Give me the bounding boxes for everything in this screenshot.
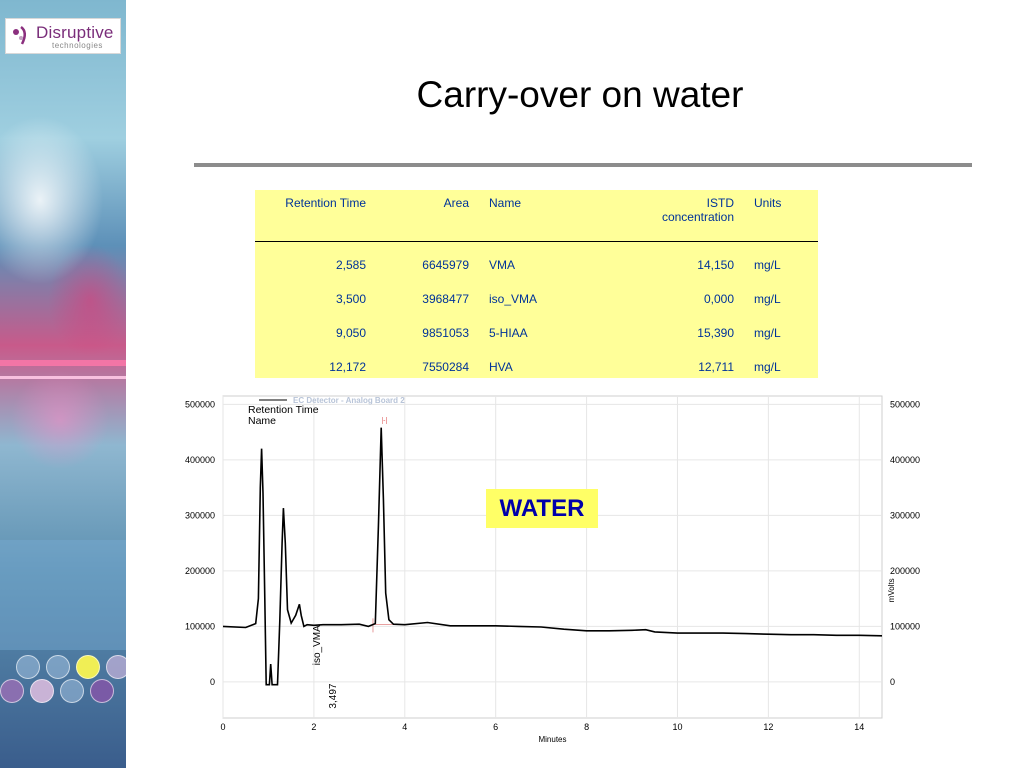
cell-area: 6645979 <box>422 258 469 272</box>
y-tick-label-left: 200000 <box>185 566 215 576</box>
y-tick-label-right: 300000 <box>890 510 920 520</box>
side-decoration-image <box>0 0 126 768</box>
y-tick-label-left: 400000 <box>185 455 215 465</box>
x-tick-label: 12 <box>763 722 773 732</box>
logo-name: Disruptive <box>36 23 114 42</box>
cell-area: 3968477 <box>422 292 469 306</box>
decor-dot <box>76 655 100 679</box>
cell-name: iso_VMA <box>489 292 538 306</box>
cell-istd-concentration: 14,150 <box>697 258 734 272</box>
cell-retention-time: 2,585 <box>335 258 366 272</box>
y-tick-label-right: 100000 <box>890 621 920 631</box>
table-header-row: Retention Time Area Name ISTD concentrat… <box>255 190 818 242</box>
logo-icon <box>13 25 26 45</box>
x-tick-label: 14 <box>854 722 864 732</box>
cell-units: mg/L <box>754 360 781 374</box>
cell-istd-concentration: 12,711 <box>698 360 734 374</box>
x-tick-label: 8 <box>584 722 589 732</box>
decor-stripe <box>0 376 126 379</box>
header-istd-concentration: ISTD concentration <box>661 196 734 224</box>
header-name: Name <box>489 196 522 210</box>
cell-istd-concentration: 15,390 <box>697 326 734 340</box>
x-tick-label: 4 <box>402 722 407 732</box>
title-divider <box>194 163 972 167</box>
table-row: 12,172 7550284 HVA 12,711 mg/L <box>255 350 818 384</box>
cell-units: mg/L <box>754 326 781 340</box>
results-table: Retention Time Area Name ISTD concentrat… <box>255 190 818 384</box>
decor-stripe <box>0 540 126 650</box>
cell-units: mg/L <box>754 258 781 272</box>
decor-stripe <box>0 360 126 366</box>
decor-dot <box>90 679 114 703</box>
slide-title: Carry-over on water <box>416 74 744 115</box>
decor-dot <box>60 679 84 703</box>
cell-name: HVA <box>489 360 513 374</box>
legend-title: EC Detector - Analog Board 2 <box>293 396 405 405</box>
cell-istd-concentration: 0,000 <box>703 292 734 306</box>
chromatogram-trace <box>222 427 883 686</box>
results-table-panel: Retention Time Area Name ISTD concentrat… <box>255 190 818 378</box>
y-tick-label-right: 0 <box>890 677 895 687</box>
decor-dot <box>30 679 54 703</box>
y-tick-label-right: 400000 <box>890 455 920 465</box>
cell-retention-time: 12,172 <box>329 360 366 374</box>
cell-name: 5-HIAA <box>489 326 528 340</box>
header-retention-time: Retention Time <box>285 196 366 210</box>
company-logo: Disruptive technologies <box>5 18 121 54</box>
y-tick-label-left: 0 <box>210 677 215 687</box>
table-row: 3,500 3968477 iso_VMA 0,000 mg/L <box>255 282 818 316</box>
cell-units: mg/L <box>754 292 781 306</box>
x-tick-label: 0 <box>220 722 225 732</box>
table-row: 9,050 9851053 5-HIAA 15,390 mg/L <box>255 316 818 350</box>
plot-area <box>222 395 883 719</box>
peak-top-marker: |-| <box>381 418 387 425</box>
decor-dot <box>46 655 70 679</box>
x-tick-label: 6 <box>493 722 498 732</box>
x-tick-label: 2 <box>311 722 316 732</box>
y-tick-label-right: 500000 <box>890 399 920 409</box>
logo-subtitle: technologies <box>52 41 103 50</box>
y-tick-label-left: 300000 <box>185 510 215 520</box>
y-tick-label-left: 500000 <box>185 399 215 409</box>
decor-dot <box>16 655 40 679</box>
peak-label-name: iso_VMA <box>312 625 323 665</box>
cell-area: 7550284 <box>422 360 469 374</box>
legend-line-name: Name <box>248 415 276 427</box>
y-tick-label-left: 100000 <box>185 621 215 631</box>
x-tick-label: 10 <box>672 722 682 732</box>
y-axis-label-right: mVolts <box>887 578 896 602</box>
header-units: Units <box>754 196 782 210</box>
legend-line-retention-time: Retention Time <box>248 404 319 416</box>
water-badge: WATER <box>486 489 598 528</box>
cell-name: VMA <box>489 258 516 272</box>
x-axis-label: Minutes <box>538 735 566 744</box>
header-area: Area <box>443 196 469 210</box>
decor-dots <box>0 655 126 705</box>
table-row: 2,585 6645979 VMA 14,150 mg/L <box>255 242 818 283</box>
cell-area: 9851053 <box>422 326 469 340</box>
decor-dot <box>106 655 126 679</box>
peak-label-retention-time: 3,497 <box>328 683 339 708</box>
cell-retention-time: 9,050 <box>335 326 366 340</box>
y-tick-label-right: 200000 <box>890 566 920 576</box>
decor-dot <box>0 679 24 703</box>
cell-retention-time: 3,500 <box>335 292 366 306</box>
